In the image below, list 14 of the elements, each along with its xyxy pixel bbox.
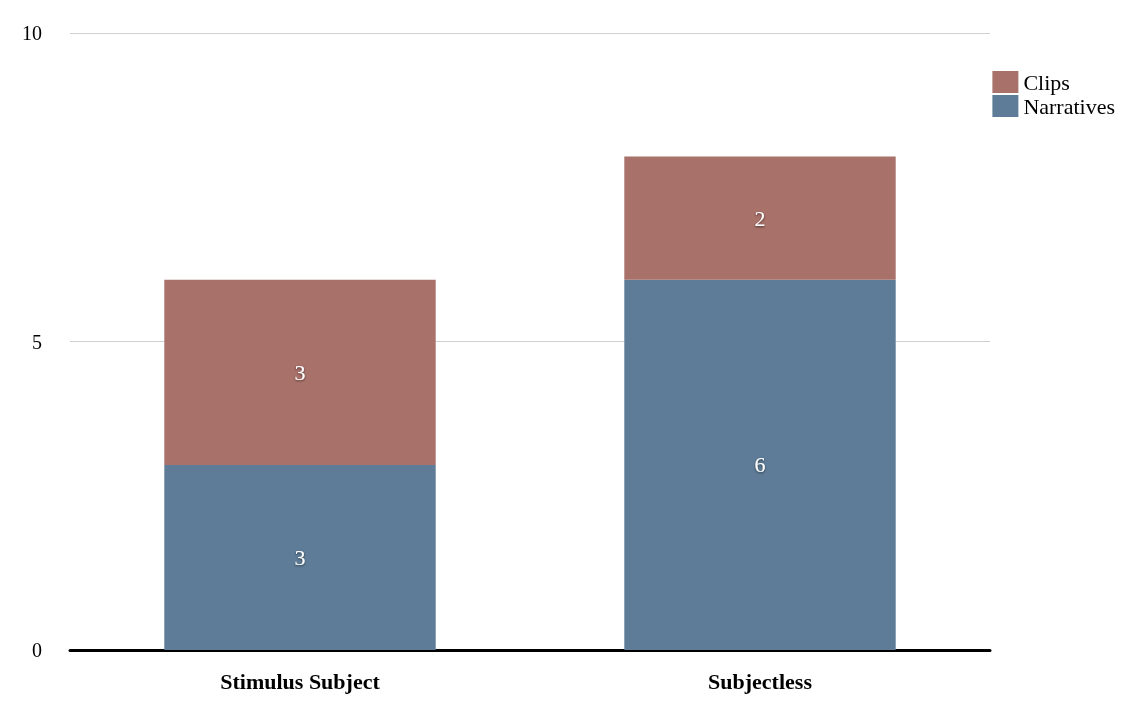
- x-tick-label: Stimulus Subject: [220, 668, 381, 694]
- y-tick-label: 5: [32, 330, 42, 353]
- y-tick-label: 10: [22, 22, 42, 44]
- bar: [624, 279, 896, 650]
- data-label: 2: [754, 205, 766, 231]
- data-label: 3: [294, 359, 306, 385]
- data-label: 6: [754, 452, 766, 478]
- x-tick-label: Subjectless: [708, 668, 813, 694]
- y-tick-label: 0: [32, 639, 42, 661]
- bar: [164, 279, 436, 465]
- bar: [624, 156, 896, 280]
- data-label: 3: [294, 544, 306, 570]
- bar: [164, 464, 436, 650]
- legend-label: Clips: [1023, 69, 1070, 95]
